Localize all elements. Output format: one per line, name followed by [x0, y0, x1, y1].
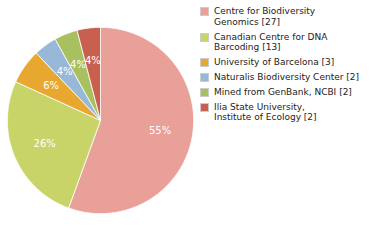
svg-text:6%: 6% — [43, 80, 59, 91]
html-text:Canadian Centre for DNA Barcod: Canadian Centre for DNA Barcoding [13] — [214, 31, 328, 53]
html-text:University of Barcelona [3]: University of Barcelona [3] — [214, 57, 335, 68]
html-text:Centre for Biodiversity Genomi: Centre for Biodiversity Genomics [27] — [214, 6, 316, 27]
html-text:Ilia State University, Institu: Ilia State University, Institute of Ecol… — [214, 101, 317, 123]
svg-text:4%: 4% — [70, 58, 86, 69]
svg-text:55%: 55% — [149, 125, 171, 136]
html-text:Mined from GenBank, NCBI [2]: Mined from GenBank, NCBI [2] — [214, 86, 352, 97]
html-text:Naturalis Biodiversity Center: Naturalis Biodiversity Center [2] — [214, 72, 359, 82]
svg-text:4%: 4% — [85, 55, 101, 66]
svg-text:26%: 26% — [34, 138, 56, 149]
svg-text:4%: 4% — [56, 65, 73, 77]
